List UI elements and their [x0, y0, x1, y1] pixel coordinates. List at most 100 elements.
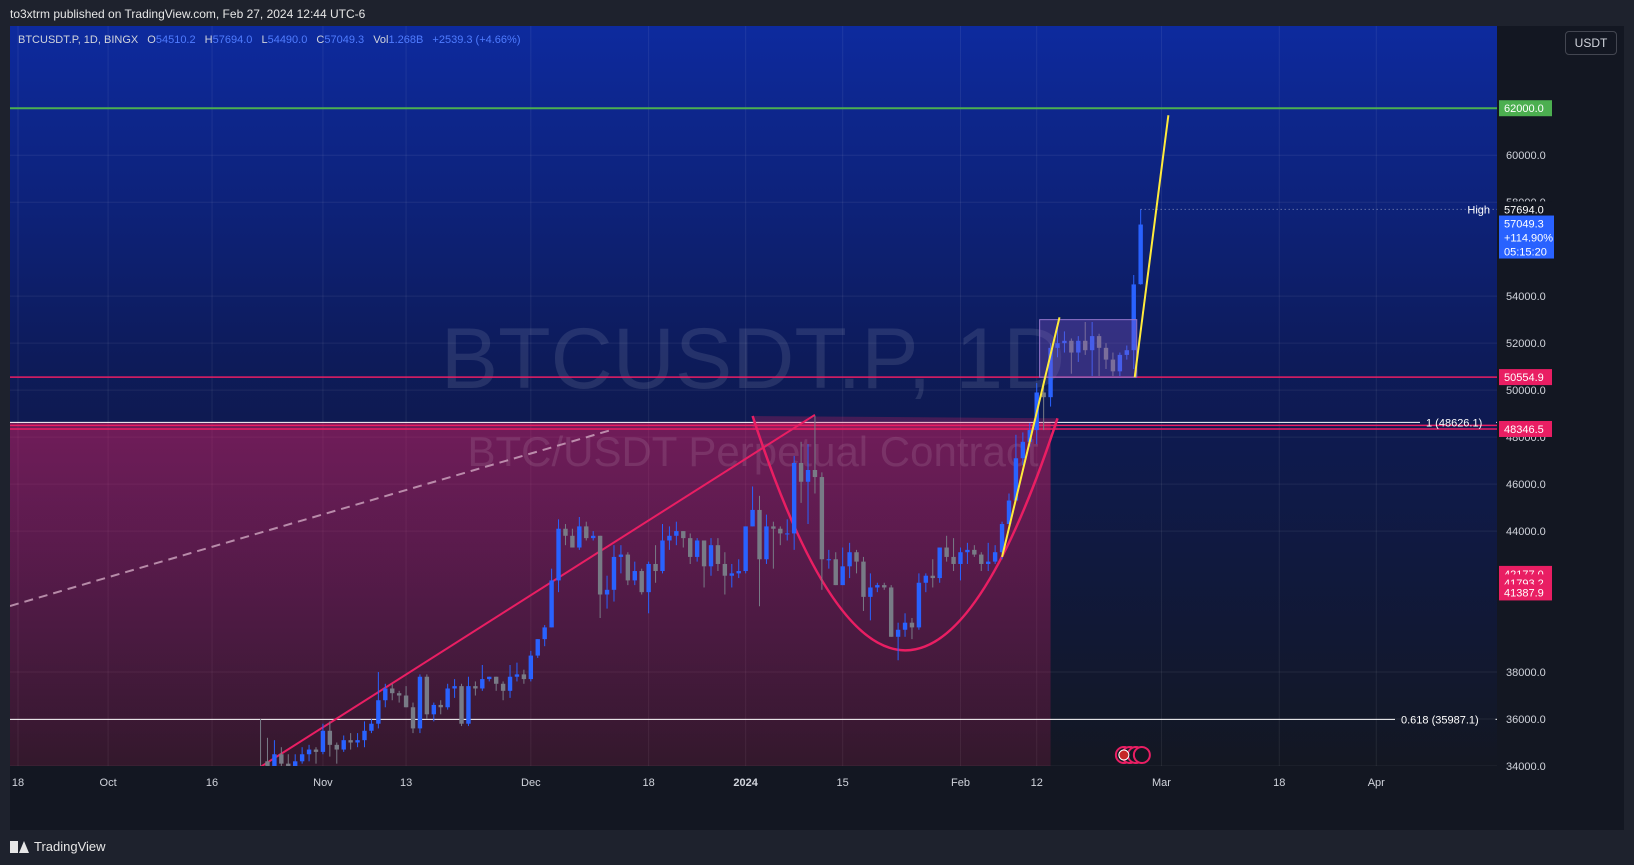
price-tick-label: 60000.0 — [1506, 150, 1546, 162]
price-axis[interactable]: 34000.036000.038000.044000.046000.048000… — [1499, 100, 1554, 773]
candle-body — [1138, 224, 1143, 285]
candle-body — [313, 749, 319, 752]
tradingview-logo[interactable]: TradingView — [10, 839, 106, 854]
consolidation-box — [1039, 319, 1138, 378]
candle-body — [493, 676, 499, 684]
candle-body — [473, 686, 478, 689]
watermark: BTCUSDT.P, 1D BTC/USDT Perpetual Contrac… — [441, 311, 1065, 475]
tradingview-logo-icon — [10, 840, 29, 853]
chart-frame[interactable]: BTCUSDT.P, 1D BTC/USDT Perpetual Contrac… — [10, 26, 1624, 830]
candle-body — [597, 535, 603, 595]
legend-high: 57694.0 — [212, 34, 253, 46]
event-flags[interactable] — [1114, 746, 1151, 764]
candle-body — [396, 693, 402, 696]
time-tick-label: 13 — [400, 777, 412, 789]
candle-body — [902, 622, 908, 630]
candle-body — [660, 540, 665, 572]
candle-body — [1076, 340, 1081, 353]
price-tick-label: 44000.0 — [1506, 526, 1546, 538]
candle-body — [390, 688, 395, 694]
candle-body — [549, 580, 554, 628]
event-flag-icon[interactable] — [1132, 746, 1151, 764]
price-chart[interactable]: BTCUSDT.P, 1D BTC/USDT Perpetual Contrac… — [10, 26, 1624, 830]
time-tick-label: 15 — [837, 777, 849, 789]
tradingview-brand: TradingView — [34, 839, 106, 854]
candle-body — [279, 754, 284, 764]
candle-body — [376, 700, 381, 724]
candle-body — [1096, 336, 1102, 348]
candle-body — [715, 545, 721, 564]
time-tick-label-major: Apr — [1368, 777, 1385, 789]
time-tick-label-major: Dec — [521, 777, 541, 789]
time-tick-label-major: 2024 — [733, 777, 758, 789]
time-tick-label: 18 — [12, 777, 24, 789]
candle-body — [909, 622, 915, 628]
candle-body — [979, 554, 984, 564]
candle-body — [1083, 340, 1088, 351]
candle-body — [514, 674, 520, 677]
time-tick-label-major: Oct — [100, 777, 117, 789]
candle-body — [452, 686, 457, 689]
candle-body — [639, 571, 644, 593]
last-price-change: +114.90% — [1504, 233, 1553, 245]
cup-rim-zone — [752, 416, 1058, 431]
time-tick-label-major: Mar — [1152, 777, 1171, 789]
candle-body — [348, 740, 353, 743]
candle-body — [341, 740, 346, 750]
candle-body — [362, 730, 367, 741]
fib-label: 0.618 (35987.1) — [1401, 714, 1479, 726]
candle-body — [625, 554, 631, 581]
price-tick-label: 36000.0 — [1506, 714, 1546, 726]
overlay-drawings: High — [1001, 115, 1497, 558]
candle-body — [875, 585, 880, 588]
candle-body — [653, 563, 658, 572]
candle-body — [923, 575, 929, 583]
time-tick-label: 12 — [1031, 777, 1043, 789]
candle-body — [840, 566, 845, 586]
candle-body — [1069, 340, 1074, 353]
price-tick-label: 34000.0 — [1506, 761, 1546, 773]
candle-body — [1062, 340, 1067, 344]
price-axis-background[interactable] — [1497, 26, 1624, 794]
time-axis-background[interactable] — [10, 766, 1497, 794]
candle-body — [986, 561, 991, 564]
price-label-box — [1499, 369, 1552, 386]
candle-body — [500, 683, 506, 691]
candle-body — [1041, 392, 1046, 398]
candle-body — [681, 531, 686, 539]
candle-body — [431, 704, 436, 715]
projection-line — [1133, 115, 1170, 378]
candle-body — [771, 526, 776, 529]
legend-close-key: C — [316, 34, 325, 46]
candle-body — [930, 575, 935, 579]
support-zone — [10, 422, 1051, 766]
price-tick-label: 46000.0 — [1506, 479, 1546, 491]
candle-body — [999, 524, 1005, 553]
price-label-box — [1499, 100, 1552, 117]
time-tick-label: 18 — [643, 777, 655, 789]
publish-info: to3xtrm published on TradingView.com, Fe… — [10, 7, 366, 21]
candle-body — [556, 528, 561, 581]
candle-body — [604, 589, 610, 595]
candle-body — [805, 470, 811, 482]
time-axis[interactable]: 18 Oct 16 Nov 13 Dec 18 2024 15 Feb 12 Mar 18 Apr — [12, 777, 1385, 789]
legend-low-key: L — [261, 34, 268, 46]
candle-body — [826, 559, 832, 561]
candle-body — [507, 676, 513, 691]
candle-body — [958, 552, 963, 564]
candle-body — [951, 556, 956, 564]
us-flag-icon — [1118, 749, 1130, 761]
candle-body — [293, 761, 298, 769]
candle-body — [701, 540, 707, 567]
candle-body — [1027, 430, 1032, 442]
candle-body — [424, 676, 430, 715]
legend-symbol[interactable]: BTCUSDT.P, 1D, BINGX — [18, 34, 139, 46]
candle-body — [306, 749, 312, 755]
currency-button[interactable]: USDT — [1565, 31, 1617, 55]
candle-body — [570, 535, 575, 548]
time-tick-label-major: Nov — [313, 777, 333, 789]
candle-body — [563, 528, 568, 536]
price-tick-label: 38000.0 — [1506, 667, 1546, 679]
candle-body — [480, 679, 485, 689]
price-label-box — [1499, 420, 1552, 437]
